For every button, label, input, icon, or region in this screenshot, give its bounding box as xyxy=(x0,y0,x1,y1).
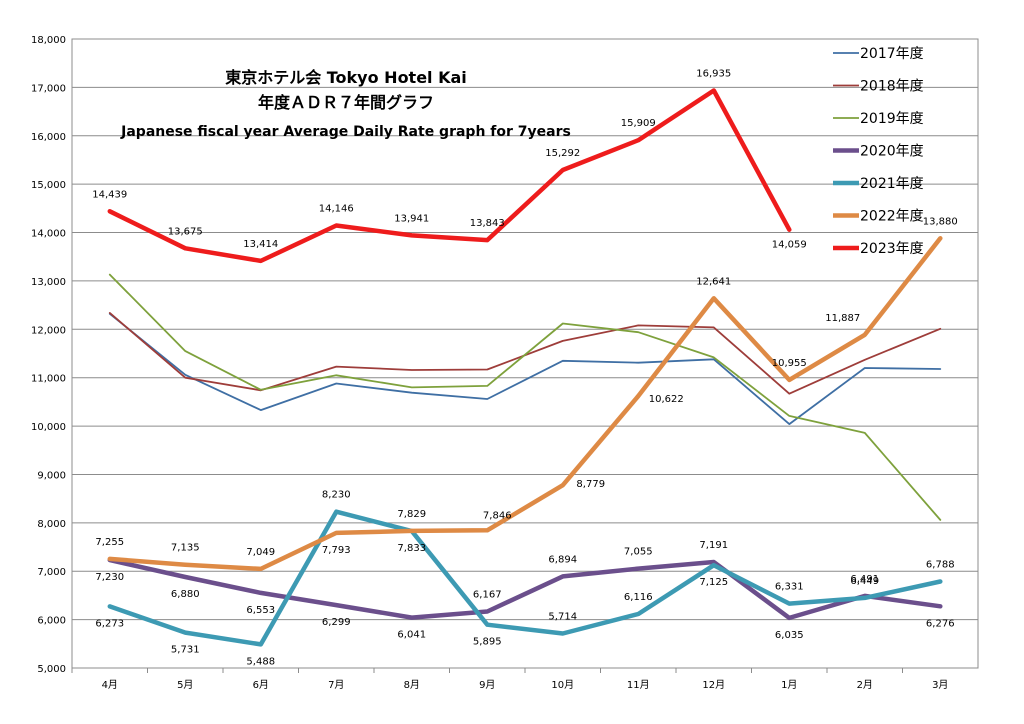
data-label: 7,125 xyxy=(699,577,728,588)
chart-title-block: 東京ホテル会 Tokyo Hotel Kai 年度ＡＤＲ７年間グラフ Japan… xyxy=(120,68,571,140)
data-label: 8,779 xyxy=(576,479,605,490)
data-label: 7,846 xyxy=(483,510,512,521)
data-label: 6,041 xyxy=(397,630,426,641)
data-label: 6,035 xyxy=(775,630,804,641)
x-tick-label: 3月 xyxy=(932,679,948,691)
x-tick-label: 8月 xyxy=(404,679,420,691)
data-label: 14,439 xyxy=(92,189,127,200)
series-line xyxy=(107,509,943,647)
y-tick-label: 17,000 xyxy=(31,83,66,94)
data-label: 6,880 xyxy=(171,589,200,600)
y-tick-label: 15,000 xyxy=(31,180,66,191)
data-label: 6,894 xyxy=(548,554,577,565)
x-tick-label: 10月 xyxy=(551,679,574,691)
chart-subtitle: Japanese fiscal year Average Daily Rate … xyxy=(120,124,571,140)
x-tick-label: 9月 xyxy=(479,679,495,691)
data-label: 11,887 xyxy=(825,313,860,324)
y-tick-label: 12,000 xyxy=(31,325,66,336)
legend-label: 2022年度 xyxy=(860,209,924,225)
data-labels: 7,230 6,880 6,553 6,299 6,041 6,167 6,894 7,055… xyxy=(92,69,958,668)
data-label: 7,230 xyxy=(95,572,124,583)
series-line xyxy=(107,236,943,572)
legend-label: 2018年度 xyxy=(860,79,924,95)
x-tick-label: 1月 xyxy=(781,679,797,691)
y-tick-label: 5,000 xyxy=(37,664,66,675)
series-line xyxy=(107,557,943,621)
data-label: 6,116 xyxy=(624,592,653,603)
y-tick-label: 7,000 xyxy=(37,567,66,578)
data-label: 7,255 xyxy=(95,537,124,548)
data-label: 12,641 xyxy=(696,276,731,287)
x-axis: 4月 5月 6月 7月 8月 9月 10月 11月 12月 1月 2月 3月 xyxy=(71,668,948,691)
y-tick-label: 18,000 xyxy=(31,35,66,46)
data-label: 7,049 xyxy=(246,547,275,558)
legend-label: 2020年度 xyxy=(860,144,924,160)
data-label: 7,833 xyxy=(397,543,426,554)
gridlines xyxy=(71,38,979,669)
series-line xyxy=(108,312,942,425)
x-tick-label: 2月 xyxy=(857,679,873,691)
data-label: 13,414 xyxy=(243,239,278,250)
data-label: 14,146 xyxy=(319,203,354,214)
data-label: 5,488 xyxy=(246,656,275,667)
data-label: 7,191 xyxy=(699,540,728,551)
data-label: 15,909 xyxy=(621,118,656,129)
data-label: 5,731 xyxy=(171,645,200,656)
data-label: 13,843 xyxy=(470,218,505,229)
legend-label: 2017年度 xyxy=(860,46,924,62)
x-tick-label: 6月 xyxy=(253,679,269,691)
series-line xyxy=(107,88,792,264)
x-tick-label: 4月 xyxy=(102,679,118,691)
legend-label: 2021年度 xyxy=(860,176,924,192)
y-tick-label: 14,000 xyxy=(31,229,66,240)
data-label: 6,788 xyxy=(926,559,955,570)
data-label: 13,675 xyxy=(168,226,203,237)
data-label: 6,491 xyxy=(850,574,879,585)
y-tick-label: 9,000 xyxy=(37,470,66,481)
y-axis: 5,000 6,000 7,000 8,000 9,000 10,000 11,000 12,… xyxy=(31,35,66,675)
data-label: 6,299 xyxy=(322,617,351,628)
data-label: 6,553 xyxy=(246,605,275,616)
data-label: 6,167 xyxy=(473,590,502,601)
data-label: 7,055 xyxy=(624,547,653,558)
data-label: 6,449 xyxy=(850,576,879,587)
y-tick-label: 10,000 xyxy=(31,422,66,433)
y-tick-label: 13,000 xyxy=(31,277,66,288)
data-label: 13,941 xyxy=(394,213,429,224)
legend-label: 2023年度 xyxy=(860,241,924,257)
data-label: 6,331 xyxy=(775,582,804,593)
legend-label: 2019年度 xyxy=(860,111,924,127)
series-line xyxy=(108,273,942,521)
data-label: 10,955 xyxy=(772,358,807,369)
series-lines xyxy=(107,88,943,647)
data-label: 15,292 xyxy=(545,148,580,159)
y-tick-label: 6,000 xyxy=(37,616,66,627)
data-label: 7,829 xyxy=(397,509,426,520)
y-tick-label: 11,000 xyxy=(31,374,66,385)
legend: 2017年度 2018年度 2019年度 2020年度 2021年度 2022年度 2023… xyxy=(833,46,924,257)
data-label: 7,793 xyxy=(322,545,351,556)
data-label: 6,276 xyxy=(926,618,955,629)
data-label: 13,880 xyxy=(923,216,958,227)
data-label: 7,135 xyxy=(171,543,200,554)
data-label: 14,059 xyxy=(772,240,807,251)
data-label: 5,895 xyxy=(473,637,502,648)
data-label: 8,230 xyxy=(322,490,351,501)
x-tick-label: 5月 xyxy=(177,679,193,691)
data-label: 5,714 xyxy=(548,611,577,622)
data-label: 10,622 xyxy=(649,394,684,405)
x-tick-label: 11月 xyxy=(627,679,650,691)
chart-title-line-2: 年度ＡＤＲ７年間グラフ xyxy=(258,93,434,112)
y-tick-label: 8,000 xyxy=(37,519,66,530)
y-tick-label: 16,000 xyxy=(31,132,66,143)
x-tick-label: 12月 xyxy=(702,679,725,691)
data-label: 16,935 xyxy=(696,69,731,80)
data-label: 6,273 xyxy=(95,618,124,629)
x-tick-label: 7月 xyxy=(328,679,344,691)
chart-title-line-1: 東京ホテル会 Tokyo Hotel Kai xyxy=(225,68,467,87)
